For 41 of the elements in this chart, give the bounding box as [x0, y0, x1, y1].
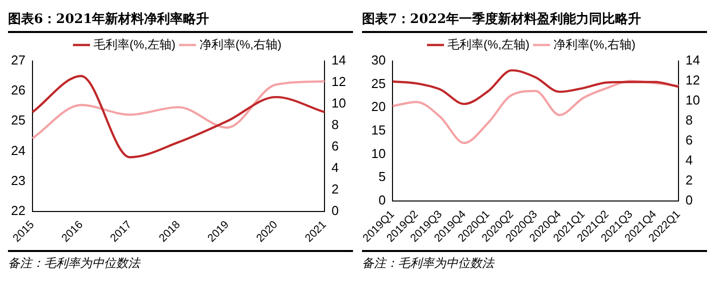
y2-tick-label: 0: [332, 202, 339, 218]
y2-tick-label: 0: [686, 192, 693, 208]
y2-tick-label: 10: [686, 92, 700, 108]
y-tick-label: 27: [10, 52, 26, 68]
y2-tick-label: 12: [686, 72, 700, 88]
y2-tick-label: 12: [332, 74, 346, 90]
y2-tick-label: 6: [332, 138, 339, 154]
y2-tick-label: 4: [332, 160, 339, 175]
text: 备注：毛利率为中位数法: [362, 255, 496, 272]
y-tick-label: 25: [10, 112, 26, 128]
y2-tick-label: 6: [686, 132, 693, 148]
line-series: [392, 69, 680, 106]
line-series: [31, 74, 326, 158]
y-tick-label: 15: [371, 122, 386, 138]
y2-tick-label: 8: [332, 117, 339, 132]
chart-title: 图表7：2022年一季度新材料盈利能力同比略升: [362, 8, 707, 33]
legend-label: 净利率(%,右轴): [554, 37, 636, 52]
y-tick-label: 22: [10, 202, 26, 218]
y-tick-label: 24: [10, 142, 26, 158]
y2-tick-label: 8: [686, 112, 693, 128]
chart-title: 图表6：2021年新材料净利率略升: [8, 8, 353, 33]
line-series: [392, 80, 680, 144]
y2-tick-label: 14: [686, 52, 700, 68]
y-tick-label: 10: [371, 146, 386, 161]
y-tick-label: 20: [371, 99, 386, 114]
legend-label: 毛利率(%,左轴): [94, 37, 176, 52]
y-tick-label: 25: [371, 76, 386, 91]
line-series: [31, 80, 326, 140]
legend-label: 净利率(%,右轴): [200, 37, 282, 52]
y2-tick-label: 4: [686, 152, 693, 168]
y2-tick-label: 14: [332, 52, 346, 68]
y2-tick-label: 2: [686, 172, 693, 188]
y-tick-label: 23: [10, 172, 26, 188]
y-tick-label: 30: [371, 52, 386, 68]
y-tick-label: 0: [378, 192, 386, 208]
legend-label: 毛利率(%,左轴): [448, 37, 530, 52]
y-tick-label: 5: [378, 169, 386, 184]
y-tick-label: 26: [10, 82, 26, 98]
y2-tick-label: 2: [332, 181, 339, 196]
y2-tick-label: 10: [332, 96, 346, 111]
text: 备注：毛利率为中位数法: [8, 255, 142, 272]
